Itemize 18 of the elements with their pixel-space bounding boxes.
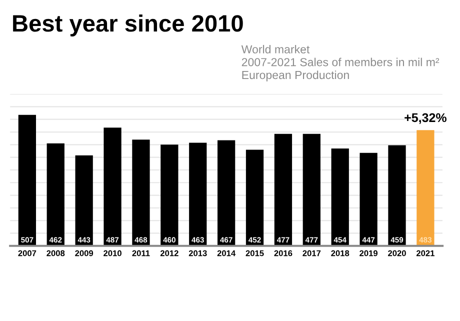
annotation: +5,32% <box>404 113 446 124</box>
x-tick-label: 2008 <box>46 250 65 256</box>
x-tick-label: 2007 <box>18 250 36 256</box>
x-tick-label: 2017 <box>302 250 321 256</box>
x-tick-label: 2021 <box>416 250 434 256</box>
x-tick-label: 2015 <box>246 250 264 256</box>
x-tick-label: 2014 <box>217 250 236 256</box>
x-tick-label: 2012 <box>160 250 178 256</box>
chart-subtitle: World market 2007-2021 Sales of members in mil m² European Production <box>241 44 440 82</box>
chart-title: Best year since 2010 <box>13 14 243 36</box>
x-tick-label: 2011 <box>132 250 150 256</box>
x-tick-label: 2013 <box>188 250 207 256</box>
x-tick-label: 2020 <box>388 250 406 256</box>
x-tick-label: 2016 <box>274 250 292 256</box>
x-tick-label: 2009 <box>75 250 94 256</box>
x-tick-label: 2010 <box>104 250 122 256</box>
x-tick-label: 2018 <box>331 250 350 256</box>
x-tick-label: 2019 <box>360 250 378 256</box>
